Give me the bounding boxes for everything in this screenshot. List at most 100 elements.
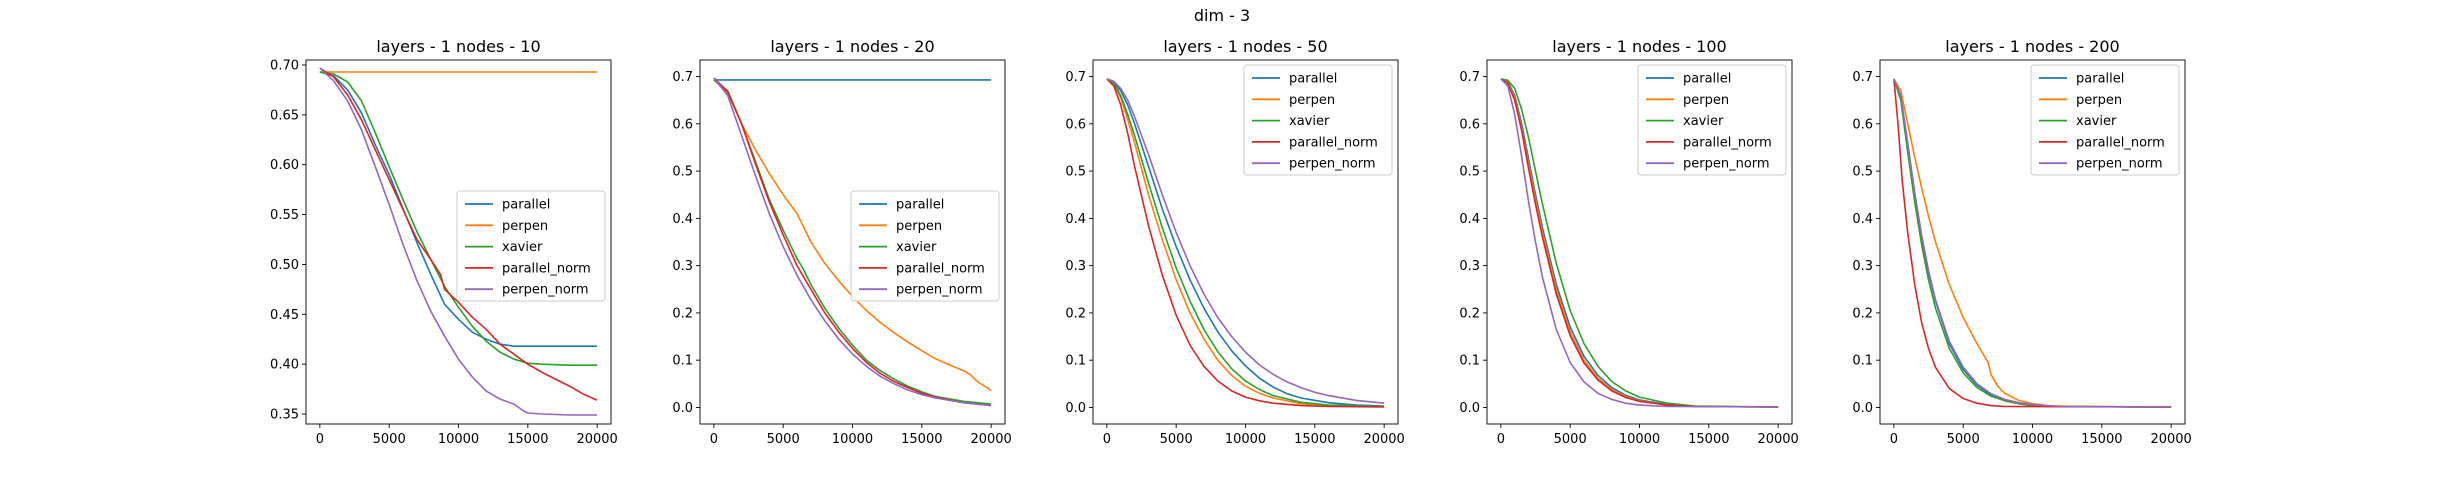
y-tick-label: 0.35 [270, 408, 299, 423]
legend: parallel perpen xavier parallel_norm perpen_… [456, 190, 606, 302]
y-tick-label: 0.4 [1852, 212, 1873, 227]
series-line-xavier [1893, 78, 2172, 408]
legend-label-xavier: xavier [502, 240, 543, 255]
legend-label-parallel_norm: parallel_norm [1289, 135, 1378, 150]
legend-box [2030, 64, 2180, 176]
legend-label-parallel: parallel [2076, 72, 2124, 87]
legend-label-parallel_norm: parallel_norm [1683, 135, 1772, 150]
series-line-perpen [1893, 78, 2172, 408]
y-tick-label: 0.2 [1065, 306, 1086, 321]
series-line-perpen_norm [319, 67, 598, 416]
y-tick-label: 0.5 [1852, 165, 1873, 180]
y-tick-label: 0.0 [1852, 401, 1873, 416]
series-line-parallel_norm [1106, 78, 1385, 408]
series-line-perpen [1106, 78, 1385, 408]
x-tick-label: 0 [1890, 432, 1898, 447]
legend-label-perpen_norm: perpen_norm [2076, 157, 2163, 172]
x-tick-label: 15000 [507, 432, 548, 447]
y-tick-label: 0.65 [270, 108, 299, 123]
y-tick-label: 0.2 [1852, 306, 1873, 321]
legend-label-xavier: xavier [1683, 114, 1724, 129]
subplot-title: layers - 1 nodes - 100 [1552, 37, 1726, 56]
legend-label-perpen: perpen [502, 219, 548, 234]
y-tick-label: 0.6 [672, 117, 693, 132]
y-tick-label: 0.4 [1459, 212, 1480, 227]
figure-title: dim - 3 [1194, 6, 1250, 25]
x-tick-label: 20000 [970, 432, 1011, 447]
legend-box [1637, 64, 1787, 176]
series-line-xavier [713, 79, 992, 405]
subplot-title: layers - 1 nodes - 10 [376, 37, 540, 56]
x-tick-label: 20000 [2150, 432, 2191, 447]
y-tick-label: 0.7 [1459, 70, 1480, 85]
legend-label-perpen: perpen [2076, 93, 2122, 108]
series-line-perpen_norm [1106, 78, 1385, 404]
y-tick-label: 0.3 [1459, 259, 1480, 274]
x-tick-label: 20000 [576, 432, 617, 447]
legend-label-parallel_norm: parallel_norm [2076, 135, 2165, 150]
x-tick-label: 10000 [438, 432, 479, 447]
legend-box [456, 190, 606, 302]
subplot-2: layers - 1 nodes - 20 0 5000 10000 15000 2000… [672, 37, 1012, 447]
y-tick-label: 0.7 [1852, 70, 1873, 85]
legend-label-parallel: parallel [1289, 72, 1337, 87]
y-tick-label: 0.3 [672, 259, 693, 274]
x-tick-label: 10000 [1225, 432, 1266, 447]
x-tick-label: 0 [1497, 432, 1505, 447]
x-tick-label: 15000 [1294, 432, 1335, 447]
legend-label-xavier: xavier [2076, 114, 2117, 129]
y-tick-label: 0.0 [1459, 401, 1480, 416]
y-tick-label: 0.5 [1459, 165, 1480, 180]
legend-label-perpen_norm: perpen_norm [896, 283, 983, 298]
subplot-title: layers - 1 nodes - 200 [1945, 37, 2119, 56]
y-tick-label: 0.1 [1065, 354, 1086, 369]
series-line-xavier [1500, 78, 1779, 408]
legend-label-xavier: xavier [896, 240, 937, 255]
y-tick-label: 0.1 [672, 354, 693, 369]
legend: parallel perpen xavier parallel_norm perpen_… [1637, 64, 1787, 176]
subplot-1: layers - 1 nodes - 10 0 5000 10000 15000 2000… [270, 37, 618, 447]
legend-label-perpen: perpen [1289, 93, 1335, 108]
y-tick-label: 0.7 [1065, 70, 1086, 85]
y-tick-label: 0.2 [672, 306, 693, 321]
y-tick-label: 0.6 [1065, 117, 1086, 132]
series-line-perpen_norm [713, 77, 992, 407]
legend-label-parallel: parallel [896, 198, 944, 213]
subplot-title: layers - 1 nodes - 50 [1163, 37, 1327, 56]
legend-label-perpen: perpen [1683, 93, 1729, 108]
y-tick-label: 0.4 [1065, 212, 1086, 227]
y-tick-label: 0.55 [270, 208, 299, 223]
x-tick-label: 20000 [1757, 432, 1798, 447]
x-tick-label: 5000 [1554, 432, 1587, 447]
x-tick-label: 15000 [1688, 432, 1729, 447]
x-tick-label: 5000 [1947, 432, 1980, 447]
legend-label-parallel_norm: parallel_norm [502, 261, 591, 276]
y-tick-label: 0.2 [1459, 306, 1480, 321]
y-tick-label: 0.4 [672, 212, 693, 227]
subplot-title: layers - 1 nodes - 20 [770, 37, 934, 56]
x-tick-label: 5000 [767, 432, 800, 447]
x-tick-label: 15000 [2081, 432, 2122, 447]
x-tick-label: 10000 [2012, 432, 2053, 447]
legend-label-perpen_norm: perpen_norm [1289, 157, 1376, 172]
x-tick-label: 0 [316, 432, 324, 447]
x-tick-label: 0 [1103, 432, 1111, 447]
y-tick-label: 0.6 [1852, 117, 1873, 132]
x-tick-label: 10000 [832, 432, 873, 447]
subplot-5: layers - 1 nodes - 200 0 5000 10000 15000 200… [1852, 37, 2192, 447]
legend: parallel perpen xavier parallel_norm perpen_… [2030, 64, 2180, 176]
legend-label-xavier: xavier [1289, 114, 1330, 129]
series-line-xavier [1106, 78, 1385, 408]
legend-label-parallel_norm: parallel_norm [896, 261, 985, 276]
y-tick-label: 0.1 [1852, 354, 1873, 369]
x-tick-label: 15000 [901, 432, 942, 447]
series-line-parallel [1106, 78, 1385, 407]
y-tick-label: 0.1 [1459, 354, 1480, 369]
y-tick-label: 0.7 [672, 70, 693, 85]
x-tick-label: 0 [710, 432, 718, 447]
legend-label-parallel: parallel [502, 198, 550, 213]
series-line-parallel_norm [713, 77, 992, 407]
y-tick-label: 0.40 [270, 358, 299, 373]
series-line-parallel [319, 71, 598, 347]
